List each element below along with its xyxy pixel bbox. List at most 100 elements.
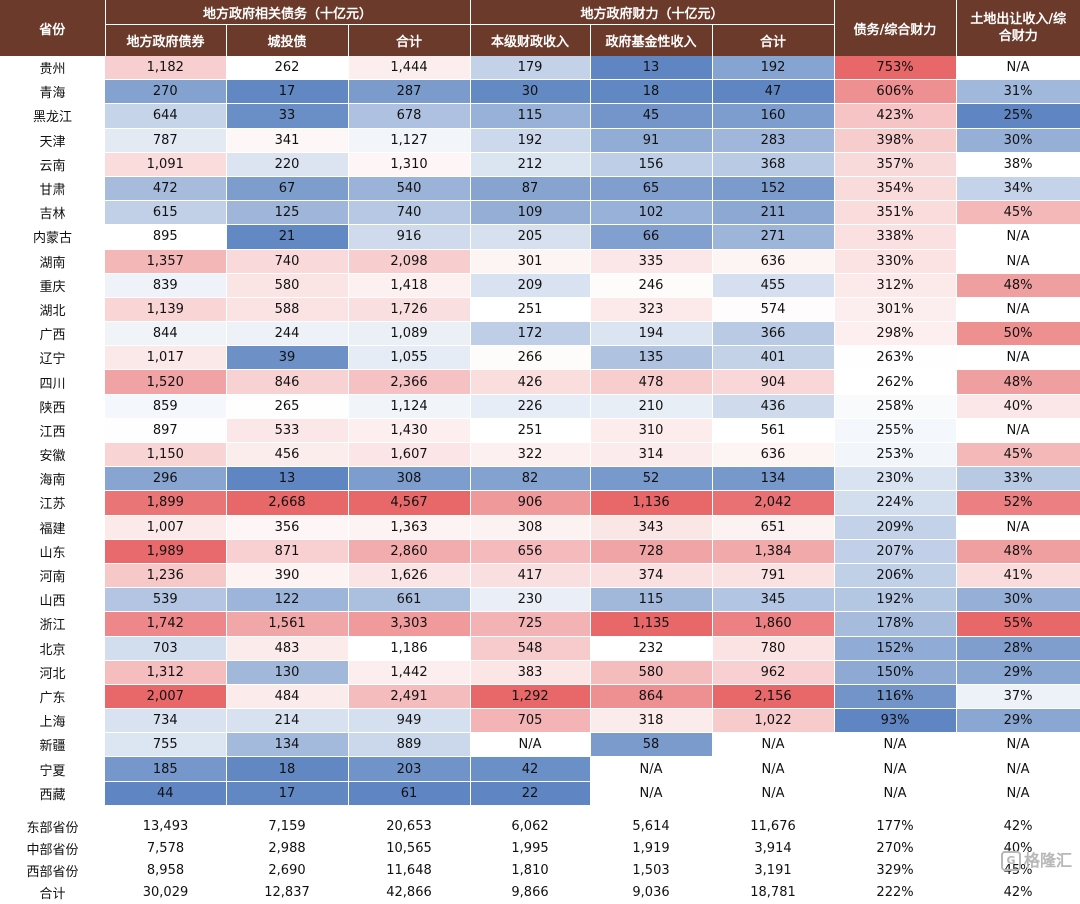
header-col-bonds: 地方政府债券 — [105, 25, 226, 57]
value-cell: 366 — [712, 322, 834, 346]
value-cell: N/A — [712, 733, 834, 757]
value-cell: 580 — [590, 660, 712, 684]
value-cell: 1,186 — [348, 636, 470, 660]
value-cell: 330% — [834, 249, 956, 273]
header-col-debt-total: 合计 — [348, 25, 470, 57]
value-cell: 232 — [590, 636, 712, 660]
province-cell: 湖北 — [0, 297, 105, 321]
value-cell: 4,567 — [348, 491, 470, 515]
value-cell: 2,860 — [348, 539, 470, 563]
value-cell: 1,236 — [105, 563, 226, 587]
value-cell: 244 — [226, 322, 348, 346]
value-cell: 265 — [226, 394, 348, 418]
value-cell: 1,007 — [105, 515, 226, 539]
value-cell: 210 — [590, 394, 712, 418]
value-cell: 42 — [470, 757, 590, 781]
summary-value: 11,676 — [712, 816, 834, 838]
value-cell: 323 — [590, 297, 712, 321]
header-land-line2: 合财力 — [999, 29, 1038, 44]
value-cell: 55% — [956, 612, 1080, 636]
value-cell: N/A — [590, 781, 712, 805]
value-cell: 262% — [834, 370, 956, 394]
value-cell: 156 — [590, 152, 712, 176]
summary-value: 222% — [834, 882, 956, 904]
value-cell: 651 — [712, 515, 834, 539]
value-cell: 725 — [470, 612, 590, 636]
value-cell: 230% — [834, 467, 956, 491]
province-cell: 西藏 — [0, 781, 105, 805]
value-cell: 17 — [226, 80, 348, 104]
province-cell: 青海 — [0, 80, 105, 104]
value-cell: 897 — [105, 418, 226, 442]
value-cell: 740 — [348, 201, 470, 225]
value-cell: 755 — [105, 733, 226, 757]
value-cell: 356 — [226, 515, 348, 539]
value-cell: 2,491 — [348, 684, 470, 708]
value-cell: 1,444 — [348, 56, 470, 80]
value-cell: 1,022 — [712, 709, 834, 733]
summary-value: 18,781 — [712, 882, 834, 904]
value-cell: 656 — [470, 539, 590, 563]
value-cell: 122 — [226, 588, 348, 612]
province-cell: 重庆 — [0, 273, 105, 297]
value-cell: 740 — [226, 249, 348, 273]
value-cell: 102 — [590, 201, 712, 225]
summary-value: 30,029 — [105, 882, 226, 904]
value-cell: 58 — [590, 733, 712, 757]
header-ratio: 债务/综合财力 — [834, 0, 956, 56]
value-cell: 28% — [956, 636, 1080, 660]
value-cell: 318 — [590, 709, 712, 733]
summary-label: 西部省份 — [0, 860, 105, 882]
value-cell: 1,150 — [105, 443, 226, 467]
value-cell: 308 — [348, 467, 470, 491]
value-cell: 61 — [348, 781, 470, 805]
value-cell: 426 — [470, 370, 590, 394]
value-cell: N/A — [956, 781, 1080, 805]
province-cell: 安徽 — [0, 443, 105, 467]
summary-label: 东部省份 — [0, 816, 105, 838]
value-cell: 271 — [712, 225, 834, 249]
value-cell: 478 — [590, 370, 712, 394]
summary-value: 1,810 — [470, 860, 590, 882]
value-cell: 734 — [105, 709, 226, 733]
value-cell: 864 — [590, 684, 712, 708]
value-cell: 1,135 — [590, 612, 712, 636]
value-cell: 30 — [470, 80, 590, 104]
value-cell: 2,042 — [712, 491, 834, 515]
value-cell: 916 — [348, 225, 470, 249]
value-cell: 312% — [834, 273, 956, 297]
value-cell: 18 — [590, 80, 712, 104]
value-cell: 368 — [712, 152, 834, 176]
value-cell: N/A — [956, 225, 1080, 249]
value-cell: 262 — [226, 56, 348, 80]
value-cell: 209 — [470, 273, 590, 297]
value-cell: 436 — [712, 394, 834, 418]
value-cell: 41% — [956, 563, 1080, 587]
value-cell: 13 — [226, 467, 348, 491]
value-cell: 839 — [105, 273, 226, 297]
value-cell: 109 — [470, 201, 590, 225]
province-cell: 天津 — [0, 128, 105, 152]
value-cell: 335 — [590, 249, 712, 273]
summary-value: 1,919 — [590, 838, 712, 860]
value-cell: 2,366 — [348, 370, 470, 394]
summary-value: 329% — [834, 860, 956, 882]
value-cell: 417 — [470, 563, 590, 587]
province-cell: 河北 — [0, 660, 105, 684]
value-cell: 115 — [470, 104, 590, 128]
value-cell: 1,860 — [712, 612, 834, 636]
value-cell: 846 — [226, 370, 348, 394]
